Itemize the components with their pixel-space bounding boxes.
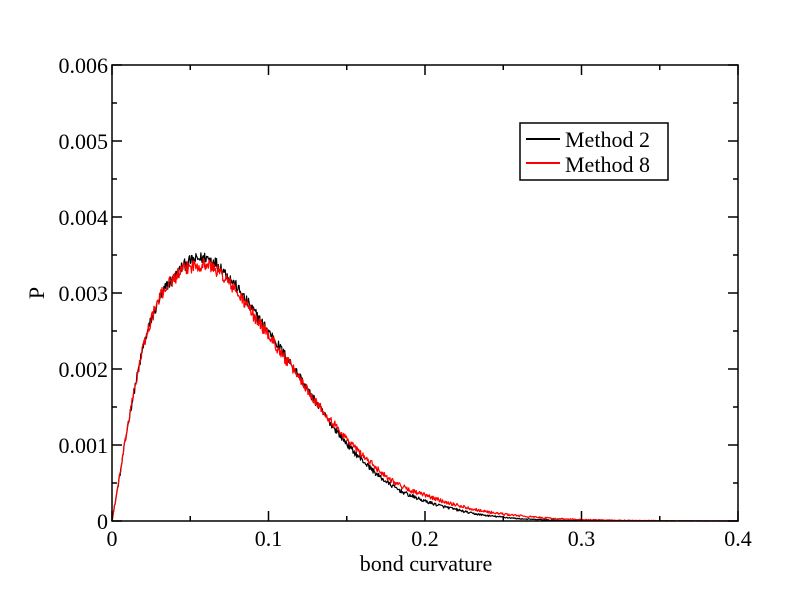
x-tick-label: 0.2 <box>411 526 439 551</box>
y-tick-label: 0.005 <box>59 129 109 154</box>
x-tick-label: 0.3 <box>568 526 596 551</box>
x-axis-title: bond curvature <box>360 551 493 576</box>
legend-label-method-8: Method 8 <box>565 152 650 177</box>
legend-box <box>519 122 669 181</box>
x-tick-label: 0 <box>107 526 118 551</box>
legend-label-method-2: Method 2 <box>565 127 650 152</box>
ticks-layer: 0 0.1 0.2 0.3 0.4 0 0.001 0.002 0.003 0.004 0.005 0… <box>59 53 752 551</box>
y-tick-label: 0.006 <box>59 53 109 78</box>
x-tick-label: 0.4 <box>724 526 752 551</box>
y-tick-label: 0.003 <box>59 281 109 306</box>
y-tick-label: 0.001 <box>59 433 109 458</box>
x-tick-label: 0.1 <box>255 526 283 551</box>
y-axis-title: P <box>24 287 49 299</box>
legend: Method 2 Method 8 <box>519 122 669 181</box>
y-tick-label: 0.004 <box>59 205 109 230</box>
y-tick-label: 0 <box>97 509 108 534</box>
y-tick-label: 0.002 <box>59 357 109 382</box>
